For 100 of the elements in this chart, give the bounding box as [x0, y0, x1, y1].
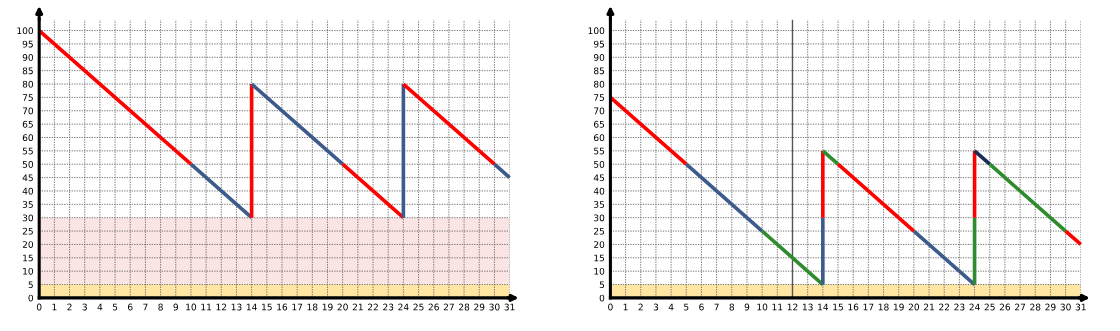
x-tick-label: 23 — [954, 303, 965, 311]
x-tick-label: 5 — [112, 303, 118, 311]
x-tick-label: 24 — [398, 303, 409, 311]
y-tick-label: 95 — [22, 40, 33, 48]
x-tick-label: 0 — [36, 303, 42, 311]
x-tick-label: 2 — [67, 303, 72, 311]
x-tick-label: 14 — [246, 303, 257, 311]
x-tick-label: 12 — [216, 303, 227, 311]
x-tick-label: 28 — [459, 303, 470, 311]
x-tick-label: 8 — [729, 303, 735, 311]
y-tick-label: 60 — [22, 134, 34, 142]
y-tick-label: 20 — [594, 241, 605, 248]
x-tick-label: 22 — [367, 303, 378, 311]
y-tick-label: 60 — [593, 134, 605, 142]
y-tick-label: 45 — [593, 174, 605, 182]
x-tick-label: 17 — [292, 303, 303, 311]
x-tick-label: 29 — [1045, 303, 1056, 311]
y-tick-label: 35 — [594, 201, 605, 208]
x-tick-label: 6 — [699, 303, 704, 311]
x-tick-label: 13 — [802, 303, 813, 311]
y-tick-label: 75 — [22, 94, 33, 101]
x-tick-label: 15 — [833, 303, 843, 311]
x-tick-label: 12 — [787, 303, 798, 311]
y-tick-label: 50 — [22, 160, 34, 168]
x-tick-label: 10 — [757, 303, 768, 311]
y-tick-label: 25 — [22, 227, 33, 235]
x-tick-label: 23 — [383, 303, 394, 311]
y-tick-label: 5 — [599, 281, 605, 289]
x-tick-label: 16 — [848, 303, 859, 311]
y-tick-label: 65 — [22, 120, 33, 128]
y-tick-label: 90 — [593, 54, 605, 61]
x-tick-label: 4 — [668, 303, 674, 311]
x-tick-label: 1 — [623, 303, 628, 311]
y-tick-label: 75 — [594, 94, 605, 101]
y-tick-label: 30 — [594, 214, 605, 222]
x-tick-label: 27 — [1015, 303, 1026, 311]
x-tick-label: 31 — [1075, 303, 1086, 311]
x-tick-label: 24 — [969, 303, 980, 311]
y-tick-label: 80 — [593, 80, 605, 88]
y-tick-label: 35 — [22, 201, 33, 208]
x-tick-label: 26 — [999, 303, 1011, 311]
x-tick-label: 7 — [143, 303, 148, 311]
y-tick-label: 80 — [22, 80, 34, 88]
x-tick-label: 11 — [201, 303, 212, 311]
x-tick-label: 19 — [893, 303, 904, 311]
x-tick-label: 9 — [744, 303, 750, 311]
x-tick-label: 13 — [231, 303, 242, 311]
x-tick-label: 6 — [128, 303, 133, 311]
y-tick-label: 85 — [22, 67, 33, 75]
x-tick-label: 1 — [52, 303, 57, 311]
x-tick-label: 16 — [277, 303, 288, 311]
x-tick-label: 19 — [322, 303, 333, 311]
x-tick-label: 28 — [1030, 303, 1041, 311]
x-tick-label: 3 — [653, 303, 659, 311]
y-tick-label: 55 — [594, 147, 605, 155]
y-tick-label: 20 — [22, 241, 34, 248]
y-tick-label: 70 — [594, 107, 605, 115]
x-tick-label: 5 — [684, 303, 689, 311]
x-tick-label: 27 — [443, 303, 454, 311]
x-tick-label: 21 — [923, 303, 934, 311]
x-tick-label: 21 — [352, 303, 363, 311]
x-tick-label: 8 — [158, 303, 163, 311]
y-tick-label: 25 — [594, 227, 605, 235]
y-tick-label: 30 — [22, 214, 34, 222]
x-tick-label: 18 — [878, 303, 889, 311]
y-tick-label: 95 — [593, 40, 605, 48]
y-tick-label: 5 — [28, 281, 33, 289]
y-tick-label: 50 — [594, 160, 605, 168]
y-tick-label: 70 — [22, 107, 34, 115]
x-tick-label: 9 — [173, 303, 178, 311]
y-tick-label: 0 — [599, 294, 605, 302]
y-tick-label: 100 — [588, 27, 605, 35]
y-tick-label: 10 — [23, 267, 34, 275]
x-tick-label: 3 — [82, 303, 87, 311]
x-tick-label: 7 — [714, 303, 719, 311]
y-tick-label: 40 — [22, 187, 34, 195]
x-tick-label: 26 — [428, 303, 439, 311]
x-tick-label: 30 — [489, 303, 500, 311]
y-tick-label: 100 — [17, 27, 34, 35]
x-tick-label: 10 — [186, 303, 197, 311]
y-tick-label: 15 — [594, 254, 605, 262]
y-tick-label: 15 — [23, 254, 33, 262]
x-tick-label: 25 — [413, 303, 424, 311]
x-tick-label: 25 — [984, 303, 995, 311]
x-tick-label: 31 — [504, 303, 515, 311]
y-tick-label: 85 — [593, 67, 605, 75]
y-tick-label: 65 — [593, 120, 605, 128]
y-tick-label: 90 — [22, 54, 34, 61]
x-tick-label: 11 — [772, 303, 783, 311]
x-tick-label: 15 — [262, 303, 272, 311]
x-tick-label: 20 — [337, 303, 348, 311]
y-tick-label: 10 — [594, 267, 605, 275]
x-tick-label: 2 — [638, 303, 643, 311]
x-tick-label: 4 — [97, 303, 103, 311]
x-tick-label: 20 — [908, 303, 920, 311]
y-tick-label: 55 — [22, 147, 33, 155]
x-tick-label: 17 — [863, 303, 874, 311]
x-tick-label: 14 — [818, 303, 829, 311]
x-tick-label: 29 — [474, 303, 485, 311]
x-tick-label: 18 — [307, 303, 318, 311]
